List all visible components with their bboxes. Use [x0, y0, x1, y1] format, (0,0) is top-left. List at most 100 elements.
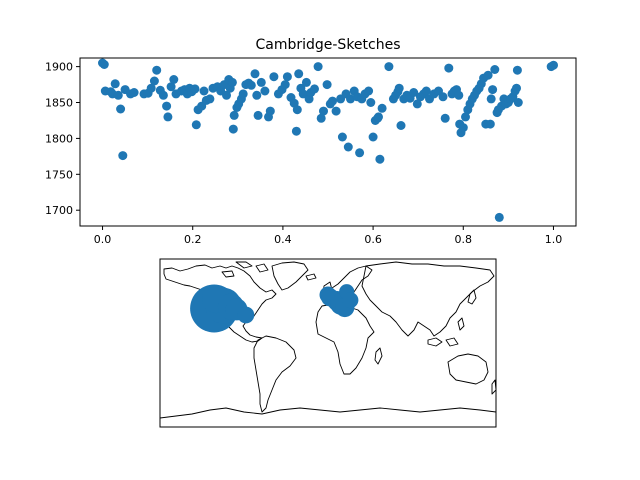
scatter-point [282, 72, 292, 82]
scatter-point [222, 90, 231, 100]
scatter-point [246, 80, 256, 90]
scatter-point [490, 65, 500, 74]
scatter-point [494, 212, 504, 222]
scatter-point [374, 112, 383, 122]
scatter-point [166, 82, 176, 92]
scatter-point [294, 69, 304, 79]
scatter-point [319, 106, 328, 116]
scatter-point [229, 110, 239, 120]
y-tick-label: 1900 [45, 61, 73, 74]
chart-title: Cambridge-Sketches [255, 37, 400, 53]
x-tick-label: 0.6 [364, 233, 382, 246]
map-frame [159, 258, 497, 428]
scatter-point [440, 113, 450, 123]
scatter-point [146, 83, 156, 93]
coast-africa [315, 303, 375, 375]
scatter-point [421, 86, 431, 96]
coast-madagascar [374, 347, 383, 365]
scatter-point [190, 84, 200, 94]
scatter-point [298, 89, 308, 99]
scatter-point [444, 63, 454, 73]
scatter-point [110, 79, 120, 89]
scatter-point [368, 132, 378, 142]
scatter-point [152, 65, 162, 75]
scatter-point [483, 70, 493, 80]
scatter-point [396, 121, 406, 130]
scatter-axes-frame [79, 57, 577, 227]
scatter-point [129, 88, 139, 97]
scatter-point [328, 96, 337, 106]
scatter-point [438, 92, 448, 102]
scatter-point [513, 98, 523, 107]
scatter-point [384, 62, 394, 72]
scatter-point [485, 119, 495, 129]
map-markers [190, 284, 359, 333]
scatter-point [337, 132, 347, 142]
coast-south-america [253, 335, 297, 413]
y-tick-label: 1800 [45, 132, 73, 145]
scatter-point [250, 69, 260, 79]
scatter-point [301, 77, 311, 87]
scatter-point [191, 120, 201, 130]
coast-antarctica [160, 407, 496, 419]
scatter-point [486, 94, 496, 104]
scatter-point [488, 85, 498, 95]
scatter-point [253, 110, 263, 120]
scatter-point [355, 148, 365, 158]
x-tick-label: 0.4 [274, 233, 292, 246]
coast-indonesia [427, 317, 465, 347]
x-tick-label: 0.0 [94, 233, 112, 246]
scatter-point [99, 60, 109, 69]
y-tick-label: 1700 [45, 204, 73, 217]
scatter-point [228, 124, 238, 134]
scatter-point [256, 77, 266, 87]
coast-asia [361, 261, 495, 337]
coast-new-zealand [491, 379, 496, 395]
coast-australia [447, 353, 489, 385]
scatter-point [375, 154, 385, 164]
y-tick-label: 1750 [45, 168, 73, 181]
scatter-point [394, 83, 404, 93]
scatter-point [162, 101, 172, 111]
scatter-point [461, 112, 470, 122]
scatter-point [149, 76, 159, 86]
scatter-point [169, 75, 179, 84]
scatter-point [280, 80, 290, 90]
map-chart [159, 258, 497, 428]
scatter-point [260, 86, 270, 96]
scatter-point [269, 72, 279, 82]
scatter-point [512, 65, 522, 75]
scatter-point [512, 83, 521, 93]
scatter-point [227, 77, 237, 87]
scatter-point [331, 106, 341, 116]
scatter-chart: Cambridge-Sketches 0.0 0.2 0.4 0.6 0.8 1.0 17… [45, 37, 577, 246]
map-background [160, 259, 496, 427]
scatter-point [313, 62, 323, 72]
scatter-point [549, 60, 558, 70]
y-axis: 1700 1750 1800 1850 1900 [45, 61, 80, 217]
scatter-point [409, 88, 419, 97]
map-marker [237, 306, 255, 324]
scatter-point [343, 142, 353, 152]
x-tick-label: 1.0 [545, 233, 563, 246]
scatter-point [163, 112, 173, 122]
scatter-point [346, 94, 355, 104]
scatter-point [238, 89, 248, 99]
map-marker [342, 292, 359, 309]
x-tick-label: 0.2 [184, 233, 202, 246]
scatter-series [98, 58, 558, 222]
scatter-point [364, 86, 374, 96]
coast-japan [467, 289, 477, 305]
scatter-point [412, 99, 422, 109]
coast-arctic-islands [221, 261, 269, 278]
scatter-point [205, 94, 215, 104]
scatter-point [377, 103, 387, 113]
scatter-point [291, 126, 301, 136]
coast-greenland [271, 261, 309, 291]
scatter-point [118, 151, 128, 161]
scatter-point [454, 90, 464, 100]
scatter-point [322, 80, 332, 90]
scatter-point [458, 123, 468, 133]
scatter-point [292, 105, 302, 115]
